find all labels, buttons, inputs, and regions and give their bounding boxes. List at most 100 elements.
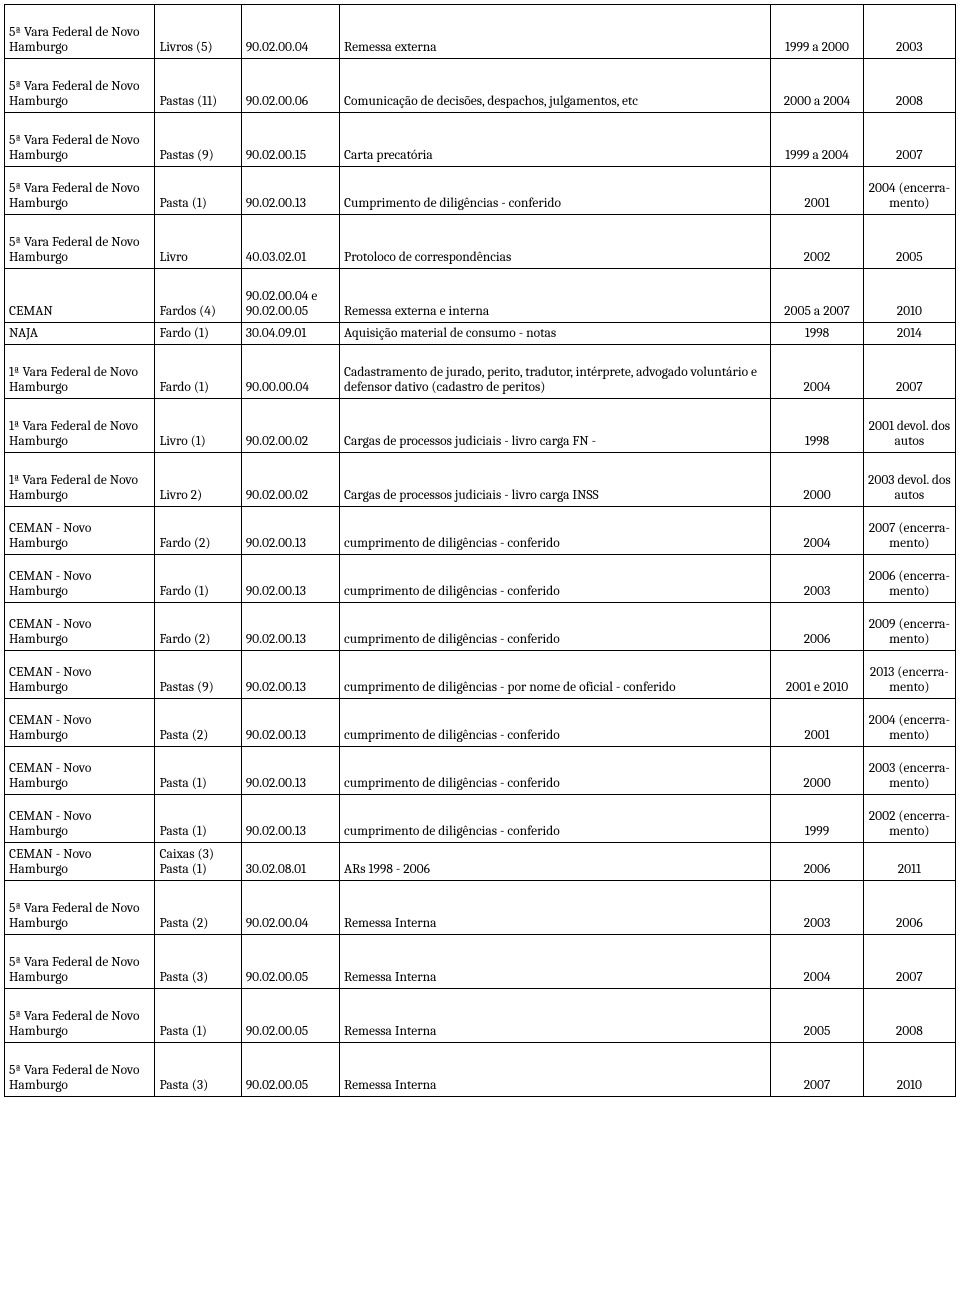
table-cell: 90.02.00.06 [241, 59, 339, 113]
table-cell: CEMAN - Novo Hamburgo [5, 651, 155, 699]
table-cell: cumprimento de diligências - conferido [340, 699, 771, 747]
table-cell: 2008 [863, 59, 955, 113]
table-cell: 5ª Vara Federal de Novo Hamburgo [5, 113, 155, 167]
table-cell: 30.04.09.01 [241, 323, 339, 345]
table-cell: Remessa externa [340, 5, 771, 59]
table-cell: cumprimento de diligências - conferido [340, 603, 771, 651]
table-cell: 5ª Vara Federal de Novo Hamburgo [5, 1043, 155, 1097]
table-row: CEMAN - Novo HamburgoPasta (1)90.02.00.1… [5, 747, 956, 795]
table-cell: 5ª Vara Federal de Novo Hamburgo [5, 989, 155, 1043]
table-cell: 40.03.02.01 [241, 215, 339, 269]
table-cell: Livro (1) [155, 399, 241, 453]
table-row: CEMAN - Novo HamburgoPasta (1)90.02.00.1… [5, 795, 956, 843]
table-cell: 5ª Vara Federal de Novo Hamburgo [5, 935, 155, 989]
table-cell: 2001 e 2010 [771, 651, 863, 699]
table-cell: Cargas de processos judiciais - livro ca… [340, 399, 771, 453]
table-cell: Remessa Interna [340, 989, 771, 1043]
table-cell: Pasta (3) [155, 935, 241, 989]
table-cell: CEMAN - Novo Hamburgo [5, 699, 155, 747]
table-row: CEMAN - Novo HamburgoFardo (2)90.02.00.1… [5, 507, 956, 555]
table-cell: 90.02.00.13 [241, 167, 339, 215]
table-cell: 2004 [771, 345, 863, 399]
table-cell: 90.02.00.04 [241, 881, 339, 935]
records-table: 5ª Vara Federal de Novo HamburgoLivros (… [4, 4, 956, 1097]
table-cell: Aquisição material de consumo - notas [340, 323, 771, 345]
table-cell: Pastas (9) [155, 113, 241, 167]
table-cell: 2004 (encerra-mento) [863, 699, 955, 747]
table-cell: 2007 [863, 113, 955, 167]
table-cell: 2006 (encerra-mento) [863, 555, 955, 603]
table-cell: 1999 a 2004 [771, 113, 863, 167]
table-row: 5ª Vara Federal de Novo HamburgoPastas (… [5, 113, 956, 167]
table-cell: Livros (5) [155, 5, 241, 59]
table-cell: Fardo (2) [155, 603, 241, 651]
table-row: 5ª Vara Federal de Novo HamburgoPasta (2… [5, 881, 956, 935]
table-row: 5ª Vara Federal de Novo HamburgoPasta (3… [5, 935, 956, 989]
table-row: 5ª Vara Federal de Novo HamburgoLivros (… [5, 5, 956, 59]
table-cell: Livro 2) [155, 453, 241, 507]
table-cell: 2006 [771, 603, 863, 651]
table-row: 1ª Vara Federal de Novo HamburgoLivro 2)… [5, 453, 956, 507]
table-cell: Remessa Interna [340, 935, 771, 989]
table-cell: 2002 [771, 215, 863, 269]
table-cell: 1ª Vara Federal de Novo Hamburgo [5, 345, 155, 399]
table-cell: Pasta (2) [155, 881, 241, 935]
table-row: CEMAN - Novo HamburgoCaixas (3) Pasta (1… [5, 843, 956, 881]
table-cell: 2003 [771, 555, 863, 603]
table-cell: CEMAN - Novo Hamburgo [5, 795, 155, 843]
table-cell: 90.02.00.13 [241, 507, 339, 555]
table-row: 5ª Vara Federal de Novo HamburgoPastas (… [5, 59, 956, 113]
table-cell: Pastas (11) [155, 59, 241, 113]
table-row: CEMANFardos (4)90.02.00.04 e 90.02.00.05… [5, 269, 956, 323]
table-cell: 2007 [771, 1043, 863, 1097]
table-cell: 2004 [771, 507, 863, 555]
table-cell: NAJA [5, 323, 155, 345]
table-cell: 2014 [863, 323, 955, 345]
table-cell: Pasta (1) [155, 167, 241, 215]
table-cell: Pastas (9) [155, 651, 241, 699]
table-cell: Cumprimento de diligências - conferido [340, 167, 771, 215]
table-cell: 2000 a 2004 [771, 59, 863, 113]
table-cell: 90.02.00.04 [241, 5, 339, 59]
table-cell: cumprimento de diligências - conferido [340, 555, 771, 603]
table-cell: 2005 [771, 989, 863, 1043]
table-cell: 2009 (encerra-mento) [863, 603, 955, 651]
table-cell: Remessa Interna [340, 881, 771, 935]
table-row: 5ª Vara Federal de Novo HamburgoPasta (1… [5, 167, 956, 215]
table-cell: cumprimento de diligências - conferido [340, 747, 771, 795]
table-cell: 90.02.00.13 [241, 747, 339, 795]
table-cell: 2002 (encerra-mento) [863, 795, 955, 843]
table-cell: CEMAN [5, 269, 155, 323]
table-cell: 90.02.00.05 [241, 935, 339, 989]
table-cell: 90.02.00.04 e 90.02.00.05 [241, 269, 339, 323]
table-cell: 5ª Vara Federal de Novo Hamburgo [5, 5, 155, 59]
table-row: 1ª Vara Federal de Novo HamburgoLivro (1… [5, 399, 956, 453]
table-cell: ARs 1998 - 2006 [340, 843, 771, 881]
table-cell: 90.02.00.15 [241, 113, 339, 167]
table-cell: 1998 [771, 399, 863, 453]
table-cell: Fardo (1) [155, 323, 241, 345]
table-cell: Comunicação de decisões, despachos, julg… [340, 59, 771, 113]
table-cell: 90.02.00.13 [241, 603, 339, 651]
table-cell: 2000 [771, 453, 863, 507]
table-cell: 2004 (encerra-mento) [863, 167, 955, 215]
table-cell: 2006 [863, 881, 955, 935]
table-cell: Cargas de processos judiciais - livro ca… [340, 453, 771, 507]
table-cell: 2001 [771, 167, 863, 215]
table-cell: 90.02.00.13 [241, 651, 339, 699]
table-cell: 30.02.08.01 [241, 843, 339, 881]
table-cell: CEMAN - Novo Hamburgo [5, 555, 155, 603]
table-cell: 2010 [863, 269, 955, 323]
table-cell: 2003 (encerra-mento) [863, 747, 955, 795]
table-cell: Fardo (2) [155, 507, 241, 555]
table-cell: 2007 (encerra-mento) [863, 507, 955, 555]
table-row: 5ª Vara Federal de Novo HamburgoPasta (3… [5, 1043, 956, 1097]
table-cell: 90.02.00.13 [241, 555, 339, 603]
table-cell: 1ª Vara Federal de Novo Hamburgo [5, 453, 155, 507]
table-cell: 5ª Vara Federal de Novo Hamburgo [5, 167, 155, 215]
table-cell: 5ª Vara Federal de Novo Hamburgo [5, 215, 155, 269]
table-cell: 2005 [863, 215, 955, 269]
table-cell: Pasta (1) [155, 989, 241, 1043]
table-cell: Fardo (1) [155, 345, 241, 399]
table-cell: 1ª Vara Federal de Novo Hamburgo [5, 399, 155, 453]
